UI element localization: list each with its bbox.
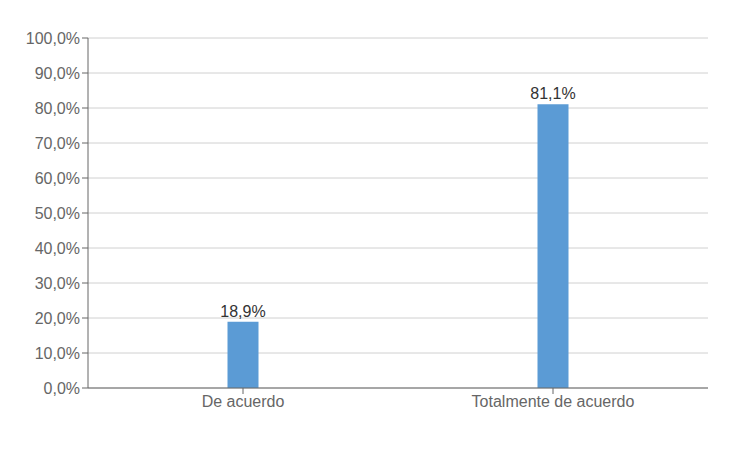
svg-text:18,9%: 18,9% [220,303,265,320]
svg-text:20,0%: 20,0% [35,310,80,327]
svg-text:81,1%: 81,1% [530,85,575,102]
svg-text:90,0%: 90,0% [35,65,80,82]
svg-text:60,0%: 60,0% [35,170,80,187]
svg-text:40,0%: 40,0% [35,240,80,257]
svg-text:De acuerdo: De acuerdo [202,393,285,410]
svg-text:10,0%: 10,0% [35,345,80,362]
svg-text:80,0%: 80,0% [35,100,80,117]
svg-text:50,0%: 50,0% [35,205,80,222]
svg-text:100,0%: 100,0% [26,30,80,47]
svg-text:Totalmente de acuerdo: Totalmente de acuerdo [472,393,635,410]
svg-text:0,0%: 0,0% [44,380,80,397]
svg-text:70,0%: 70,0% [35,135,80,152]
svg-text:30,0%: 30,0% [35,275,80,292]
